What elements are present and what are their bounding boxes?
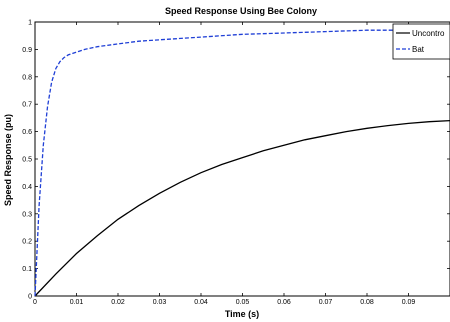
x-tick-label: 0.02 [111,299,125,306]
x-tick-label: 0.01 [70,299,84,306]
chart-title: Speed Response Using Bee Colony [165,6,317,16]
y-tick-label: 0.7 [22,102,32,109]
legend-label-uncontro: Uncontro [412,29,445,38]
x-tick-label: 0.08 [360,299,374,306]
y-tick-label: 0.6 [22,129,32,136]
legend-label-bat: Bat [412,45,425,54]
legend-box [392,23,450,60]
y-tick-label: 0.9 [22,47,32,54]
y-tick-label: 0.2 [22,239,32,246]
x-tick-label: 0.09 [402,299,416,306]
y-tick-label: 0 [28,294,32,301]
y-tick-label: 0.4 [22,184,32,191]
y-tick-label: 0.8 [22,74,32,81]
x-tick-label: 0.07 [319,299,333,306]
x-tick-label: 0.03 [153,299,167,306]
plot-area: 0 0.01 0.02 0.03 0.04 0.05 0.06 0.07 0.08 0.09 00… [22,20,450,306]
series-line-bat [34,29,450,297]
y-axis-label: Speed Response (pu) [3,114,13,206]
y-tick-label: 0.1 [22,266,32,273]
y-tick-label: 0.3 [22,211,32,218]
series-line-uncontro [34,119,450,297]
x-tick-label: 0 [33,299,37,306]
y-axis-ticks: 0 0.1 0.2 0.3 0.4 0.5 0.6 0.7 0.8 0.9 1 [22,20,450,301]
y-tick-label: 1 [28,20,32,27]
y-tick-label: 0.5 [22,157,32,164]
series-layer [34,29,450,297]
legend: Uncontro Bat [392,23,450,60]
x-tick-label: 0.04 [194,299,208,306]
x-tick-label: 0.05 [236,299,250,306]
x-tick-label: 0.06 [277,299,291,306]
x-axis-ticks: 0 0.01 0.02 0.03 0.04 0.05 0.06 0.07 0.08 0.09 [33,22,415,306]
x-axis-label: Time (s) [225,309,259,319]
